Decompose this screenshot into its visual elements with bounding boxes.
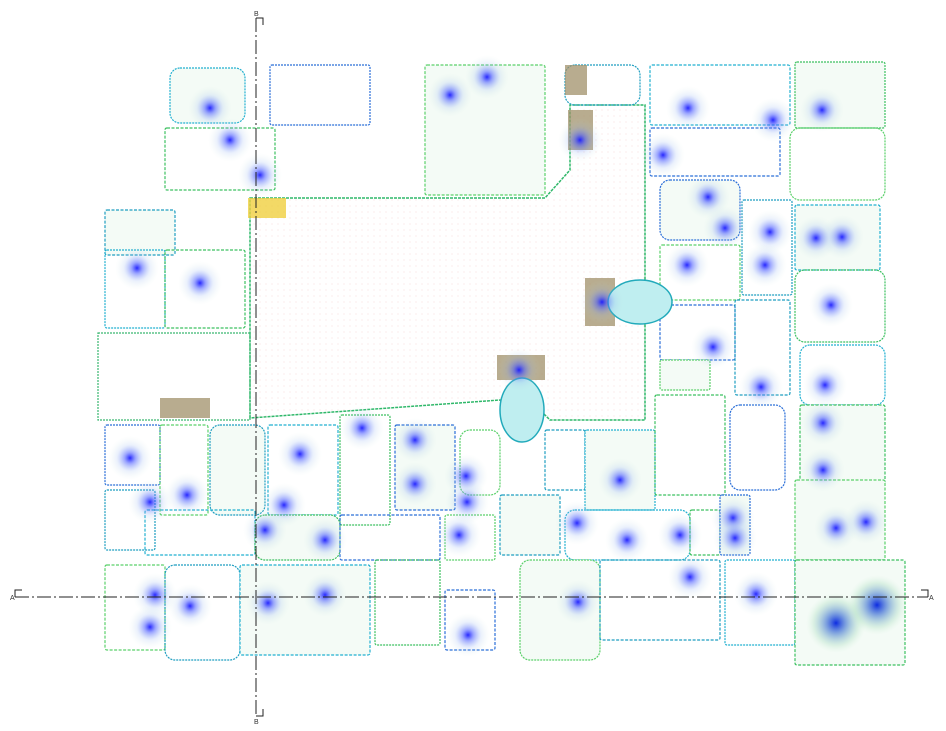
room bbox=[659, 359, 711, 391]
scan-station bbox=[641, 133, 685, 177]
scan-station bbox=[238, 153, 282, 197]
scan-station bbox=[303, 573, 347, 617]
stair-yellow bbox=[248, 198, 286, 218]
section-marker bbox=[256, 709, 264, 717]
scan-station bbox=[668, 555, 712, 599]
scan-station bbox=[580, 280, 624, 324]
section-label: A bbox=[929, 595, 934, 602]
scan-station bbox=[340, 406, 384, 450]
scan-station bbox=[739, 365, 783, 409]
scan-station bbox=[558, 118, 602, 162]
room bbox=[544, 429, 586, 491]
scan-station bbox=[847, 575, 907, 635]
scan-station bbox=[658, 513, 702, 557]
scan-station bbox=[278, 432, 322, 476]
scan-station bbox=[605, 518, 649, 562]
scan-station bbox=[446, 613, 490, 657]
room bbox=[659, 244, 741, 301]
scan-station bbox=[108, 436, 152, 480]
scan-station bbox=[666, 86, 710, 130]
room bbox=[729, 404, 786, 491]
room bbox=[499, 494, 561, 556]
stair bbox=[565, 65, 587, 95]
scan-station bbox=[844, 500, 888, 544]
scan-stations bbox=[108, 55, 907, 657]
scan-station bbox=[665, 243, 709, 287]
hall-west bbox=[97, 332, 251, 421]
scan-station bbox=[208, 118, 252, 162]
room bbox=[794, 269, 886, 343]
scan-station bbox=[801, 448, 845, 492]
stair bbox=[160, 398, 210, 418]
scan-station bbox=[178, 261, 222, 305]
scan-station bbox=[128, 605, 172, 649]
scan-station bbox=[303, 518, 347, 562]
scan-station bbox=[115, 246, 159, 290]
section-label: B bbox=[254, 11, 259, 18]
scan-station bbox=[713, 516, 757, 560]
scan-station bbox=[393, 418, 437, 462]
scan-station bbox=[465, 55, 509, 99]
section-b: B B bbox=[254, 11, 264, 726]
room bbox=[741, 199, 793, 296]
scan-station bbox=[393, 462, 437, 506]
scan-station bbox=[598, 458, 642, 502]
room bbox=[164, 249, 246, 329]
scan-station bbox=[556, 580, 600, 624]
scan-station bbox=[128, 480, 172, 524]
scan-station bbox=[243, 508, 287, 552]
section-marker bbox=[14, 589, 22, 597]
scan-station bbox=[809, 283, 853, 327]
scan-station bbox=[444, 454, 488, 498]
scan-station bbox=[691, 325, 735, 369]
room bbox=[209, 424, 266, 516]
scan-station bbox=[497, 348, 541, 392]
room bbox=[269, 64, 371, 126]
section-label: B bbox=[254, 719, 259, 726]
scan-station bbox=[428, 73, 472, 117]
scan-station bbox=[168, 584, 212, 628]
section-label: A bbox=[10, 595, 15, 602]
room bbox=[649, 64, 791, 126]
room bbox=[374, 559, 441, 646]
room bbox=[789, 127, 886, 201]
scan-station bbox=[555, 501, 599, 545]
scan-station bbox=[188, 86, 232, 130]
scan-station bbox=[748, 210, 792, 254]
scan-station bbox=[800, 88, 844, 132]
scan-station bbox=[165, 473, 209, 517]
room bbox=[144, 509, 256, 556]
scan-station bbox=[801, 401, 845, 445]
scan-station bbox=[246, 581, 290, 625]
scan-station bbox=[751, 98, 795, 142]
scan-station bbox=[803, 363, 847, 407]
main-hall bbox=[249, 104, 646, 421]
scan-station bbox=[437, 513, 481, 557]
section-marker bbox=[921, 589, 929, 597]
section-a: A A bbox=[10, 589, 934, 602]
scan-station bbox=[743, 243, 787, 287]
scan-station bbox=[794, 216, 838, 260]
section-marker bbox=[256, 17, 264, 25]
room bbox=[654, 394, 726, 496]
scan-station bbox=[734, 572, 778, 616]
scan-station bbox=[703, 206, 747, 250]
